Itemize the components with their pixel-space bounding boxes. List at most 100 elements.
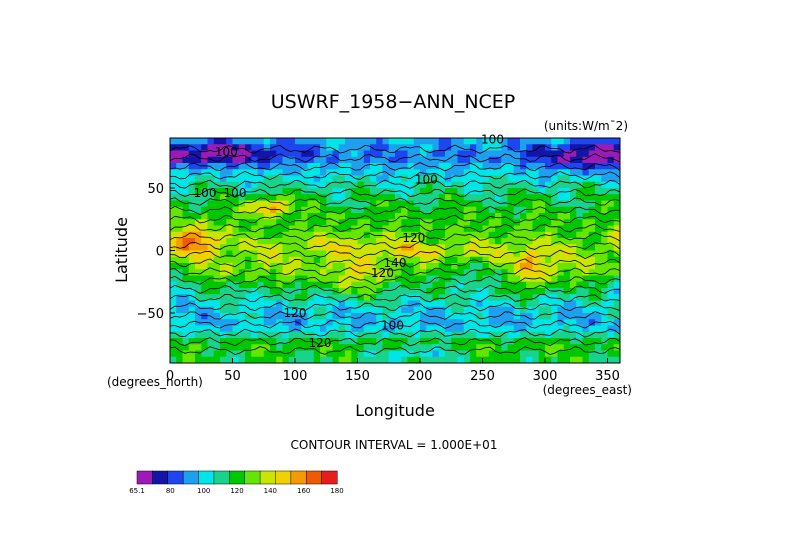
heatmap-cell [201,350,209,358]
heatmap-cell [495,356,502,363]
heatmap-cell [470,231,477,239]
heatmap-cell [557,269,565,277]
heatmap-cell [326,231,334,239]
heatmap-cell [288,213,296,220]
heatmap-cell [170,294,177,302]
heatmap-cell [345,244,352,252]
heatmap-cell [295,256,302,264]
heatmap-cell [170,194,177,202]
heatmap-cell [513,144,521,152]
heatmap-cell [538,163,546,170]
heatmap-cell [470,250,477,258]
heatmap-cell [463,219,471,227]
heatmap-cell [270,331,277,339]
heatmap-cell [538,281,546,289]
heatmap-cell [345,163,352,170]
heatmap-cell [307,331,315,339]
heatmap-cell [570,313,577,320]
heatmap-cell [451,225,459,233]
heatmap-cell [507,263,515,270]
heatmap-cell [188,338,196,345]
heatmap-cell [245,294,252,302]
heatmap-cell [345,181,352,189]
heatmap-cell [388,225,396,233]
heatmap-cell [495,350,502,358]
heatmap-cell [332,213,340,220]
heatmap-cell [532,313,540,320]
heatmap-cell [482,188,490,195]
heatmap-cell [451,163,459,170]
heatmap-cell [251,169,259,177]
heatmap-cell [382,200,390,208]
heatmap-cell [557,325,565,333]
heatmap-cell [432,225,440,233]
heatmap-cell [495,281,502,289]
heatmap-cell [570,200,577,208]
heatmap-cell [345,269,352,277]
heatmap-cell [451,325,459,333]
heatmap-cell [357,269,365,277]
heatmap-cell [207,188,215,195]
heatmap-cell [245,250,252,258]
heatmap-cell [332,156,340,164]
heatmap-cell [476,281,484,289]
heatmap-cell [520,244,527,252]
heatmap-cell [201,344,209,352]
heatmap-cell [295,250,302,258]
heatmap-cell [451,344,459,352]
heatmap-cell [488,256,496,264]
heatmap-cell [582,344,590,352]
heatmap-cell [188,163,196,170]
heatmap-cell [357,325,365,333]
heatmap-cell [563,213,571,220]
heatmap-cell [413,313,421,320]
heatmap-cell [532,244,540,252]
heatmap-cell [557,306,565,314]
heatmap-cell [401,300,409,308]
heatmap-cell [370,294,377,302]
heatmap-cell [270,338,277,345]
heatmap-cell [363,194,371,202]
heatmap-cell [457,250,465,258]
heatmap-cell [407,175,415,183]
heatmap-cell [538,356,546,363]
contour-label: 120 [371,266,394,280]
heatmap-cell [276,244,284,252]
heatmap-cell [482,294,490,302]
heatmap-cell [482,256,490,264]
heatmap-cell [520,313,527,320]
heatmap-cell [395,175,402,183]
heatmap-cell [376,163,384,170]
heatmap-cell [432,194,440,202]
heatmap-cell [388,338,396,345]
heatmap-cell [238,144,246,152]
heatmap-cell [457,206,465,214]
heatmap-cell [270,306,277,314]
heatmap-cell [551,294,559,302]
heatmap-cell [395,294,402,302]
heatmap-cell [320,294,327,302]
heatmap-cell [345,263,352,270]
heatmap-cell [313,256,321,264]
heatmap-cell [245,144,252,152]
heatmap-cell [420,313,427,320]
heatmap-cell [313,325,321,333]
heatmap-cell [320,225,327,233]
heatmap-cell [388,344,396,352]
heatmap-cell [345,319,352,327]
colorbar-swatch [290,470,307,485]
heatmap-cell [195,356,202,363]
heatmap-cell [207,231,215,239]
heatmap-cell [520,138,527,145]
heatmap-cell [457,319,465,327]
heatmap-cell [345,138,352,145]
heatmap-cell [601,200,609,208]
heatmap-cell [188,238,196,245]
heatmap-cell [213,256,221,264]
heatmap-cell [295,281,302,289]
heatmap-cell [326,256,334,264]
heatmap-cell [526,306,534,314]
heatmap-cell [457,356,465,363]
heatmap-cell [488,188,496,195]
heatmap-cell [563,294,571,302]
